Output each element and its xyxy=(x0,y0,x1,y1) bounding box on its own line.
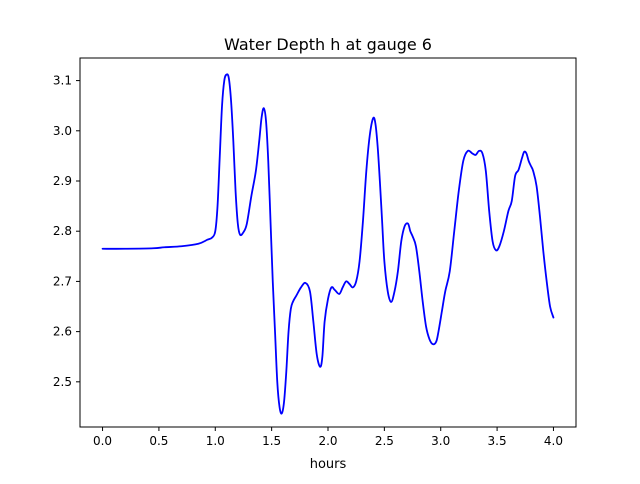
x-tick-label: 3.0 xyxy=(431,434,450,448)
y-tick-label: 3.1 xyxy=(53,74,72,88)
x-tick-label: 2.0 xyxy=(318,434,337,448)
x-axis-label: hours xyxy=(310,457,347,472)
chart-title: Water Depth h at gauge 6 xyxy=(224,35,432,54)
x-tick-label: 1.5 xyxy=(262,434,281,448)
y-tick-label: 2.7 xyxy=(53,274,72,288)
y-tick-label: 2.8 xyxy=(53,224,72,238)
series-line xyxy=(101,73,555,415)
x-tick-label: 2.5 xyxy=(375,434,394,448)
x-tick-label: 0.5 xyxy=(149,434,168,448)
y-axis-ticks: 2.5 2.6 2.7 2.8 2.9 3.0 3.1 xyxy=(53,74,80,389)
y-tick-label: 2.9 xyxy=(53,174,72,188)
y-tick-label: 3.0 xyxy=(53,124,72,138)
y-tick-label: 2.6 xyxy=(53,325,72,339)
y-tick-label: 2.5 xyxy=(53,375,72,389)
x-tick-label: 3.5 xyxy=(488,434,507,448)
x-tick-label: 0.0 xyxy=(93,434,112,448)
axes-frame xyxy=(79,57,577,428)
x-tick-label: 4.0 xyxy=(544,434,563,448)
x-axis-ticks: 0.0 0.5 1.0 1.5 2.0 2.5 3.0 3.5 4.0 xyxy=(93,427,563,448)
x-tick-label: 1.0 xyxy=(206,434,225,448)
